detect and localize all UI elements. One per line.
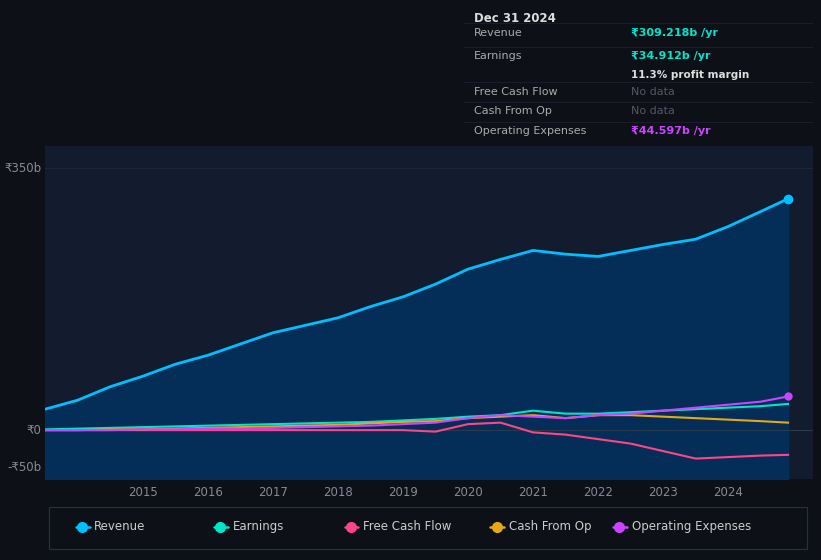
- Text: Cash From Op: Cash From Op: [475, 106, 553, 116]
- Text: Revenue: Revenue: [475, 27, 523, 38]
- Text: ₹34.912b /yr: ₹34.912b /yr: [631, 51, 711, 61]
- Text: Free Cash Flow: Free Cash Flow: [363, 520, 452, 533]
- Text: Earnings: Earnings: [232, 520, 284, 533]
- Text: Operating Expenses: Operating Expenses: [631, 520, 751, 533]
- Text: No data: No data: [631, 106, 675, 116]
- Text: ₹0: ₹0: [26, 423, 41, 437]
- Text: Revenue: Revenue: [94, 520, 145, 533]
- Text: Earnings: Earnings: [475, 51, 523, 61]
- Text: ₹309.218b /yr: ₹309.218b /yr: [631, 27, 718, 38]
- Text: ₹350b: ₹350b: [4, 162, 41, 175]
- Text: -₹50b: -₹50b: [7, 461, 41, 474]
- Text: Dec 31 2024: Dec 31 2024: [475, 12, 556, 25]
- Text: Cash From Op: Cash From Op: [509, 520, 591, 533]
- Text: Operating Expenses: Operating Expenses: [475, 127, 587, 136]
- FancyBboxPatch shape: [49, 507, 807, 549]
- Text: Free Cash Flow: Free Cash Flow: [475, 87, 558, 96]
- Text: 11.3% profit margin: 11.3% profit margin: [631, 70, 750, 80]
- Text: ₹44.597b /yr: ₹44.597b /yr: [631, 127, 711, 136]
- Text: No data: No data: [631, 87, 675, 96]
